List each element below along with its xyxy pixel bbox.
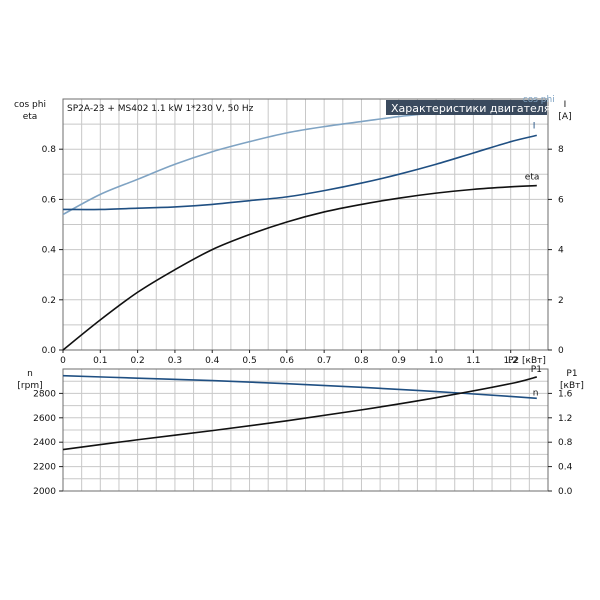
lower-right-tick-label: 0.4 [558, 463, 573, 473]
x-tick-label: 0.6 [280, 356, 295, 366]
upper-right-tick-label: 6 [558, 195, 564, 205]
x-tick-label: 0.3 [168, 356, 182, 366]
lower-left-tick-label: 2200 [33, 463, 56, 473]
series-label-eta: eta [525, 173, 540, 183]
x-tick-label: 0.8 [354, 356, 369, 366]
lower-left-tick-label: 2800 [33, 389, 56, 399]
upper-right-tick-label: 8 [558, 145, 564, 155]
right-axis-label-power: P1 [566, 369, 577, 379]
x-tick-label: 0 [60, 356, 66, 366]
x-tick-label: 0.4 [205, 356, 220, 366]
series-label-p1: P1 [531, 365, 542, 375]
series-label-i: I [533, 121, 536, 131]
lower-left-tick-label: 2600 [33, 414, 56, 424]
right-axis-label-current: I [564, 100, 567, 110]
lower-right-tick-label: 1.2 [558, 414, 572, 424]
upper-left-tick-label: 0.8 [42, 145, 57, 155]
label-layer: SP2A-23 + MS402 1.1 kW 1*230 V, 50 Hz Ха… [14, 95, 584, 398]
title-box [386, 100, 547, 115]
left-axis-label-eta: eta [23, 112, 38, 122]
upper-left-tick-label: 0.0 [42, 346, 57, 356]
lower-left-tick-label: 2400 [33, 438, 56, 448]
upper-right-tick-label: 0 [558, 346, 564, 356]
lower-plot-frame [62, 368, 549, 492]
model-label: SP2A-23 + MS402 1.1 kW 1*230 V, 50 Hz [67, 104, 254, 114]
x-axis-label: P2 [кВт] [508, 356, 546, 366]
x-tick-label: 0.5 [242, 356, 256, 366]
upper-plot-frame [62, 98, 549, 351]
series-line-p1 [62, 376, 538, 451]
lower-right-tick-label: 0.0 [558, 487, 573, 497]
x-tick-label: 1.2 [504, 356, 518, 366]
left-axis-label-cosphi: cos phi [14, 100, 46, 110]
grid-layer [63, 99, 548, 491]
upper-left-tick-label: 0.4 [42, 246, 57, 256]
series-label-n: n [533, 388, 539, 398]
series-line-n [62, 374, 537, 400]
x-tick-label: 0.2 [130, 356, 144, 366]
upper-left-tick-label: 0.2 [42, 296, 56, 306]
axes-layer: 0.0 0.2 0.4 0.6 0.8 0 2 4 6 8 0 0.1 0.2 0.3 0.4 0.5 0.6 0… [33, 145, 572, 497]
x-tick-label: 0.9 [392, 356, 407, 366]
x-tick-label: 1.1 [466, 356, 480, 366]
upper-left-tick-label: 0.6 [42, 195, 57, 205]
series-line-eta [62, 184, 537, 351]
lower-right-tick-label: 0.8 [558, 438, 573, 448]
series-layer [62, 105, 538, 451]
series-line-i [62, 134, 537, 211]
x-tick-label: 1.0 [429, 356, 444, 366]
upper-right-tick-label: 2 [558, 296, 564, 306]
frame-layer [62, 98, 549, 492]
left-axis-unit-speed: [rpm] [17, 381, 42, 391]
series-line-cos-phi [62, 105, 537, 216]
x-tick-label: 0.7 [317, 356, 331, 366]
upper-right-tick-label: 4 [558, 246, 564, 256]
lower-left-tick-label: 2000 [33, 487, 56, 497]
series-label-cos-phi: cos phi [523, 95, 555, 105]
left-axis-label-speed: n [27, 369, 33, 379]
x-tick-label: 0.1 [93, 356, 107, 366]
lower-right-tick-label: 1.6 [558, 389, 573, 399]
right-axis-unit-power: [кВт] [560, 381, 584, 391]
chart-title: Характеристики двигателя [391, 102, 550, 115]
right-axis-unit-current: [A] [558, 112, 571, 122]
